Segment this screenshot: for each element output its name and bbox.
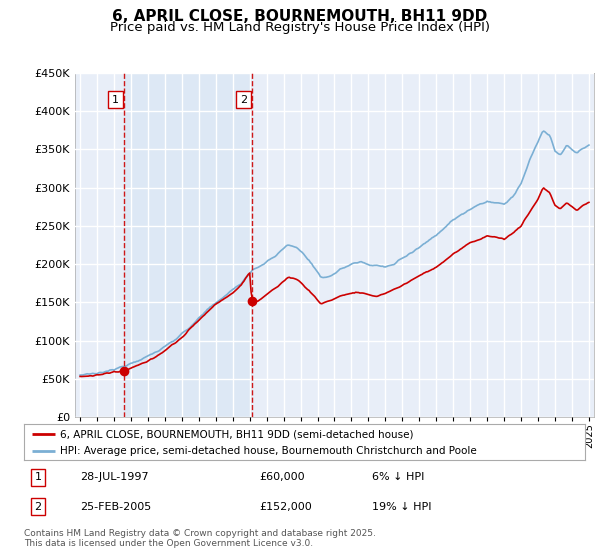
Text: Price paid vs. HM Land Registry's House Price Index (HPI): Price paid vs. HM Land Registry's House … xyxy=(110,21,490,34)
Text: 6, APRIL CLOSE, BOURNEMOUTH, BH11 9DD: 6, APRIL CLOSE, BOURNEMOUTH, BH11 9DD xyxy=(112,9,488,24)
Text: HPI: Average price, semi-detached house, Bournemouth Christchurch and Poole: HPI: Average price, semi-detached house,… xyxy=(61,446,477,456)
Text: £60,000: £60,000 xyxy=(260,472,305,482)
Text: 19% ↓ HPI: 19% ↓ HPI xyxy=(372,502,431,512)
Text: 25-FEB-2005: 25-FEB-2005 xyxy=(80,502,151,512)
Text: Contains HM Land Registry data © Crown copyright and database right 2025.
This d: Contains HM Land Registry data © Crown c… xyxy=(24,529,376,548)
Bar xyxy=(124,73,252,417)
Text: 1: 1 xyxy=(112,95,119,105)
Text: 6, APRIL CLOSE, BOURNEMOUTH, BH11 9DD (semi-detached house): 6, APRIL CLOSE, BOURNEMOUTH, BH11 9DD (s… xyxy=(61,429,414,439)
Text: 2: 2 xyxy=(34,502,41,512)
Text: 6% ↓ HPI: 6% ↓ HPI xyxy=(372,472,424,482)
Text: 2: 2 xyxy=(239,95,247,105)
Text: 28-JUL-1997: 28-JUL-1997 xyxy=(80,472,149,482)
Text: 1: 1 xyxy=(35,472,41,482)
Text: £152,000: £152,000 xyxy=(260,502,313,512)
